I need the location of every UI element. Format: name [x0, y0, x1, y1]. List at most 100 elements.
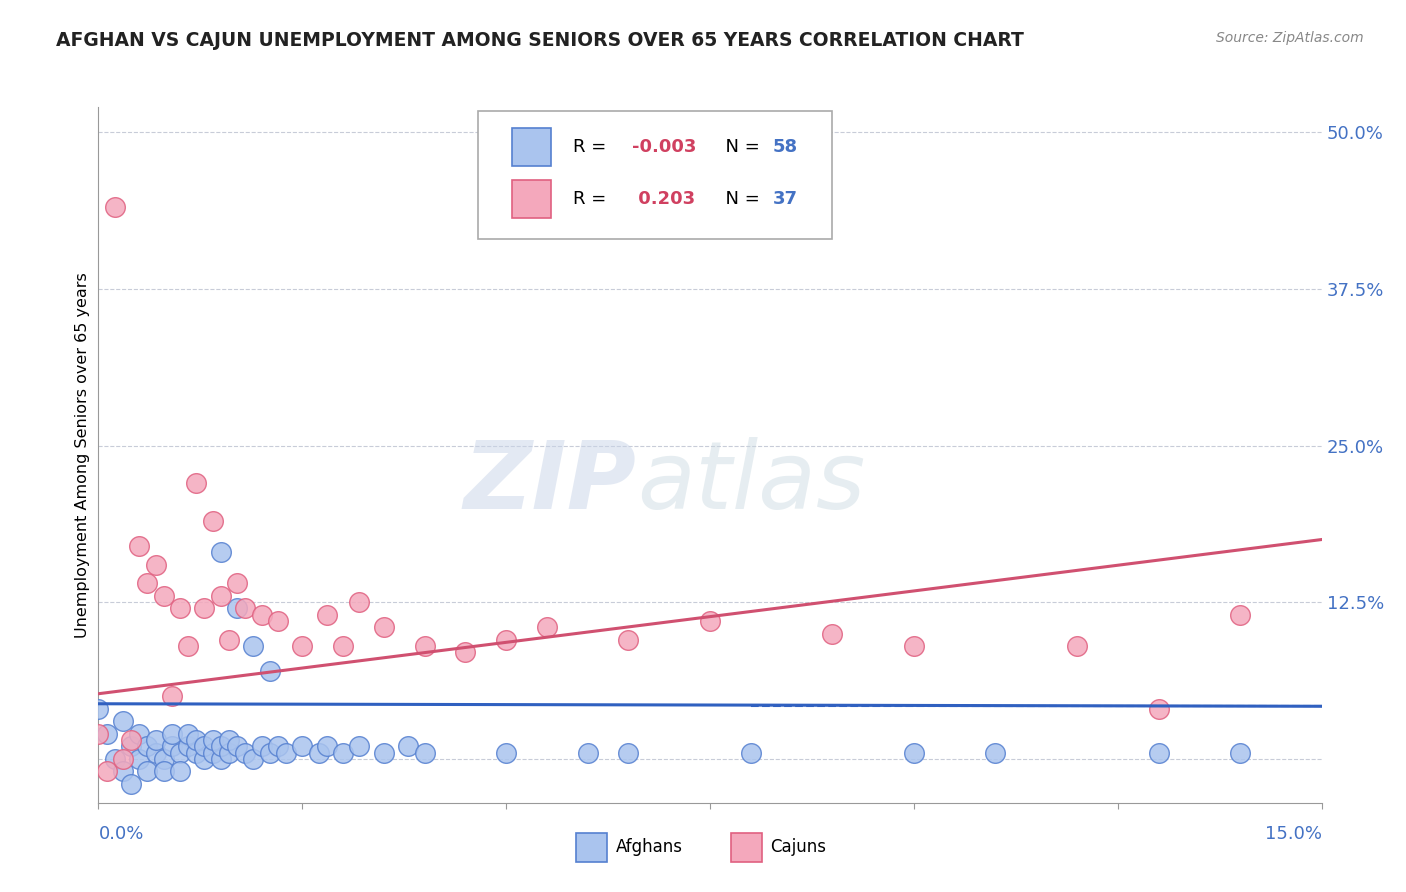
Point [201, 746, 224, 760]
Point [454, 645, 477, 659]
Point [259, 664, 281, 678]
Point [104, 200, 127, 214]
Point [186, 476, 208, 491]
Point [111, 752, 134, 766]
Point [186, 733, 208, 747]
Y-axis label: Unemployment Among Seniors over 65 years: Unemployment Among Seniors over 65 years [75, 272, 90, 638]
Point [152, 752, 174, 766]
Point [1147, 746, 1170, 760]
Point [145, 733, 167, 747]
Text: AFGHAN VS CAJUN UNEMPLOYMENT AMONG SENIORS OVER 65 YEARS CORRELATION CHART: AFGHAN VS CAJUN UNEMPLOYMENT AMONG SENIO… [56, 31, 1024, 50]
Point [136, 739, 159, 754]
Point [209, 545, 232, 559]
Point [332, 746, 354, 760]
Point [413, 746, 436, 760]
Point [1229, 746, 1251, 760]
Point [96, 764, 118, 779]
Point [1147, 702, 1170, 716]
Point [250, 739, 273, 754]
Point [250, 607, 273, 622]
Point [226, 576, 249, 591]
Point [218, 733, 240, 747]
Point [136, 764, 159, 779]
Point [87, 702, 110, 716]
Point [201, 514, 224, 528]
Point [242, 752, 264, 766]
Point [233, 746, 256, 760]
Point [315, 607, 337, 622]
Text: N =: N = [714, 137, 765, 156]
Text: R =: R = [574, 190, 612, 208]
Point [209, 739, 232, 754]
Point [617, 632, 640, 647]
Point [349, 595, 371, 609]
Text: 37: 37 [772, 190, 797, 208]
Point [413, 639, 436, 653]
Point [699, 614, 721, 628]
Point [226, 739, 249, 754]
Point [193, 752, 215, 766]
FancyBboxPatch shape [512, 128, 551, 166]
Text: 15.0%: 15.0% [1264, 825, 1322, 843]
Point [152, 764, 174, 779]
Point [169, 746, 191, 760]
Point [128, 752, 150, 766]
Point [291, 739, 314, 754]
Point [128, 727, 150, 741]
Point [201, 733, 224, 747]
Point [1066, 639, 1088, 653]
Point [186, 746, 208, 760]
Point [87, 727, 110, 741]
Point [136, 576, 159, 591]
Text: ZIP: ZIP [464, 437, 637, 529]
Text: Cajuns: Cajuns [770, 838, 827, 856]
Point [111, 714, 134, 729]
Point [160, 739, 183, 754]
Point [396, 739, 419, 754]
Point [193, 739, 215, 754]
Point [111, 764, 134, 779]
Text: 0.203: 0.203 [631, 190, 695, 208]
Point [495, 632, 517, 647]
Point [903, 639, 925, 653]
Text: 0.0%: 0.0% [98, 825, 143, 843]
Point [218, 632, 240, 647]
Point [291, 639, 314, 653]
FancyBboxPatch shape [478, 111, 832, 239]
Point [308, 746, 330, 760]
Point [536, 620, 558, 634]
Text: R =: R = [574, 137, 612, 156]
Point [576, 746, 599, 760]
Point [226, 601, 249, 615]
Text: -0.003: -0.003 [631, 137, 696, 156]
Point [120, 733, 142, 747]
Point [120, 739, 142, 754]
Text: atlas: atlas [637, 437, 865, 528]
Point [169, 764, 191, 779]
Point [177, 739, 200, 754]
Point [1229, 607, 1251, 622]
Point [267, 739, 290, 754]
Text: Source: ZipAtlas.com: Source: ZipAtlas.com [1216, 31, 1364, 45]
Point [209, 752, 232, 766]
Text: 58: 58 [772, 137, 797, 156]
Point [821, 626, 844, 640]
Point [274, 746, 297, 760]
Point [495, 746, 517, 760]
Point [104, 752, 127, 766]
Point [373, 746, 395, 760]
Point [332, 639, 354, 653]
Point [740, 746, 762, 760]
Point [160, 690, 183, 704]
Point [145, 558, 167, 572]
Point [617, 746, 640, 760]
Point [152, 589, 174, 603]
Point [349, 739, 371, 754]
Point [267, 614, 290, 628]
Point [193, 601, 215, 615]
Point [169, 601, 191, 615]
Point [984, 746, 1007, 760]
Point [373, 620, 395, 634]
Point [177, 727, 200, 741]
Point [903, 746, 925, 760]
